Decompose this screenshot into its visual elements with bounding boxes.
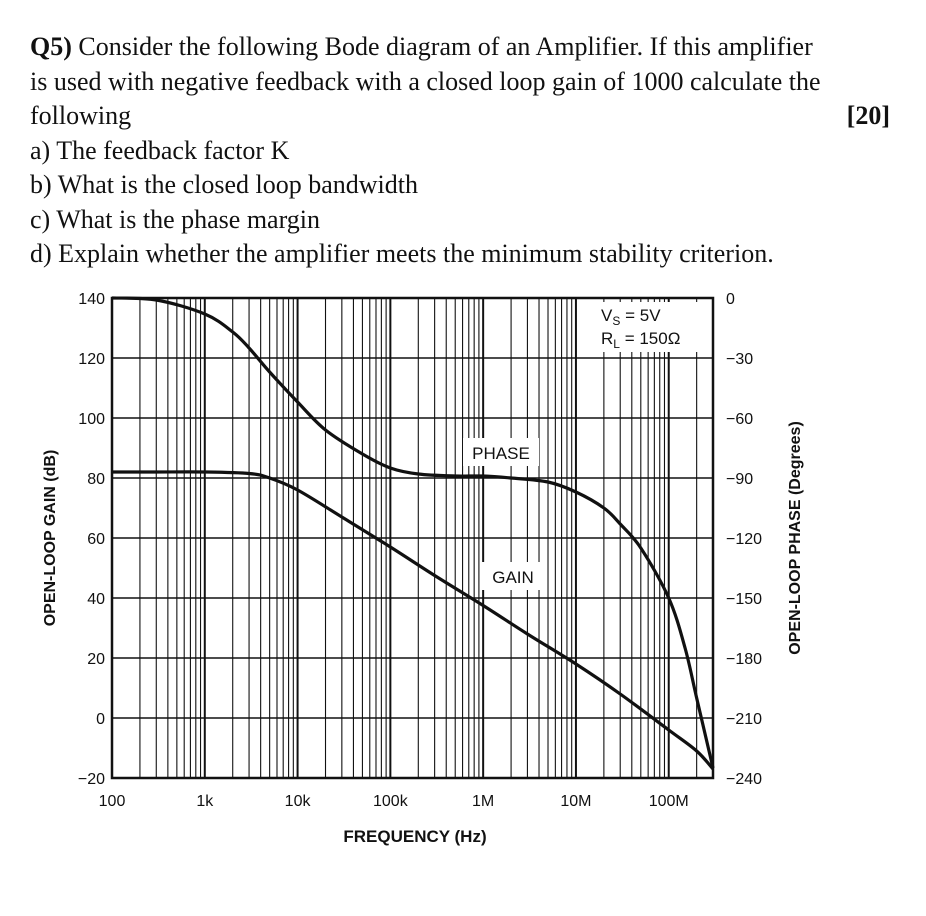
question-part-d: d) Explain whether the amplifier meets t… [30, 239, 774, 268]
x-tick-label: 10M [560, 793, 591, 810]
y-tick-label-right: 0 [726, 291, 735, 308]
x-tick-label: 1M [472, 793, 494, 810]
question-intro-tail: following [30, 101, 132, 130]
chart-series [111, 296, 715, 771]
x-tick-label: 100M [649, 793, 689, 810]
load-annotation: RL = 150Ω [601, 329, 680, 351]
gain-label-bg [482, 562, 544, 590]
y-tick-label-right: −30 [726, 351, 753, 368]
gain-curve [112, 470, 715, 771]
y-tick-label-right: −90 [726, 471, 753, 488]
question-part-b: b) What is the closed loop bandwidth [30, 170, 419, 199]
y-tick-label-right: −60 [726, 411, 753, 428]
y-tick-label-left: 0 [96, 711, 105, 728]
question-number: Q5) [30, 32, 72, 61]
y-tick-label-left: 100 [78, 411, 105, 428]
phase-curve [111, 296, 715, 769]
plot-frame [110, 296, 715, 780]
x-tick-label: 100 [99, 793, 126, 810]
y-tick-label-left: 120 [78, 351, 105, 368]
supply-annotation: VS = 5V [601, 306, 661, 328]
y-tick-label-left: 20 [87, 651, 105, 668]
chart-ticks: 100 1k 10k 100k 1M 10M 100M 140 120 100 80 60 40 20 0 −… [78, 291, 762, 810]
question-intro: Consider the following Bode diagram of a… [78, 32, 813, 61]
phase-label-bg [463, 438, 539, 466]
y-tick-label-right: −180 [726, 651, 762, 668]
x-tick-label: 10k [285, 793, 312, 810]
x-tick-label: 100k [373, 793, 409, 810]
y-tick-label-left: 140 [78, 291, 105, 308]
y-tick-label-right: −120 [726, 531, 762, 548]
y-tick-label-left: 40 [87, 591, 105, 608]
question-part-c: c) What is the phase margin [30, 204, 321, 234]
conditions-box [598, 302, 700, 352]
x-tick-label: 1k [196, 793, 214, 810]
y-axis-label-right: OPEN-LOOP PHASE (Degrees) [787, 421, 804, 655]
question-marks: [20] [846, 101, 890, 130]
question-intro-line2: is used with negative feedback with a cl… [30, 66, 821, 96]
question-intro-line1: Q5) Consider the following Bode diagram … [30, 30, 890, 65]
y-tick-label-right: −240 [726, 771, 762, 788]
y-tick-label-right: −210 [726, 711, 762, 728]
y-tick-label-left: 80 [87, 471, 105, 488]
question-intro-line3: following [20] [30, 99, 890, 134]
question-part-a: a) The feedback factor K [30, 135, 290, 165]
question-block: Q5) Consider the following Bode diagram … [30, 30, 890, 272]
y-axis-label-left: OPEN-LOOP GAIN (dB) [42, 450, 59, 627]
phase-curve-label: PHASE [472, 444, 530, 463]
gain-curve-label: GAIN [492, 568, 534, 587]
x-axis-label: FREQUENCY (Hz) [343, 827, 486, 846]
y-tick-label-right: −150 [726, 591, 762, 608]
y-tick-label-left: −20 [78, 771, 105, 788]
chart-grid [112, 297, 713, 779]
y-tick-label-left: 60 [87, 531, 105, 548]
